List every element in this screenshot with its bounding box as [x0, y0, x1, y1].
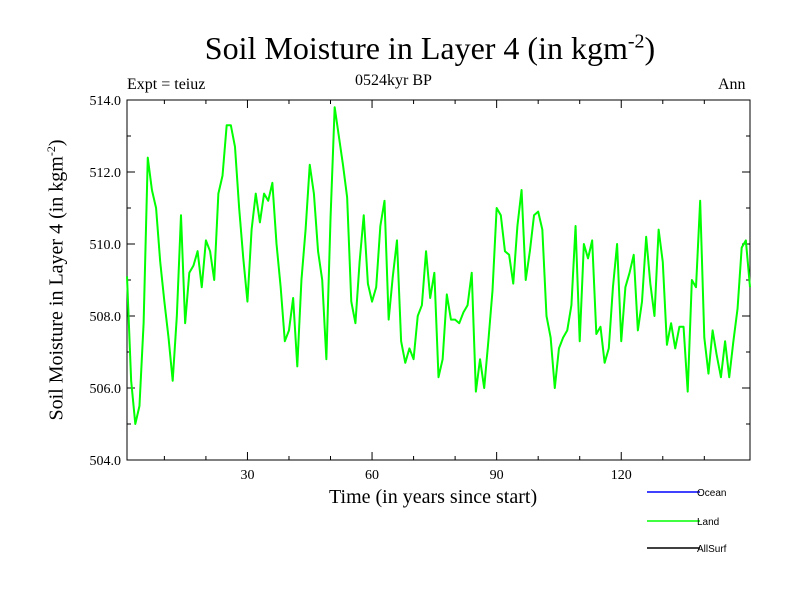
legend-label-allsurf: AllSurf [697, 544, 727, 555]
x-tick-label: 90 [490, 468, 504, 483]
season-label: Ann [718, 76, 746, 93]
chart-title: Soil Moisture in Layer 4 (in kgm-2) [204, 30, 656, 66]
legend: Ocean Land AllSurf [647, 488, 727, 555]
y-axis: 504.0 506.0 508.0 510.0 512.0 514.0 [90, 94, 750, 469]
series-line-land [126, 106, 751, 425]
legend-label-land: Land [697, 517, 719, 528]
y-tick-label: 506.0 [90, 382, 122, 397]
y-tick-label: 512.0 [90, 166, 122, 181]
x-axis: 30 60 90 120 [163, 100, 705, 483]
x-axis-label: Time (in years since start) [329, 486, 538, 508]
x-tick-label: 60 [365, 468, 379, 483]
x-tick-label: 30 [240, 468, 254, 483]
experiment-label: Expt = teiuz [127, 76, 206, 93]
x-tick-label: 120 [611, 468, 632, 483]
y-tick-label: 510.0 [90, 238, 122, 253]
legend-label-ocean: Ocean [697, 488, 726, 499]
y-tick-label: 504.0 [90, 454, 122, 469]
y-tick-label: 514.0 [90, 94, 122, 109]
y-tick-label: 508.0 [90, 310, 122, 325]
series-lines [126, 106, 751, 425]
chart-subtitle: 0524kyr BP [355, 72, 432, 89]
